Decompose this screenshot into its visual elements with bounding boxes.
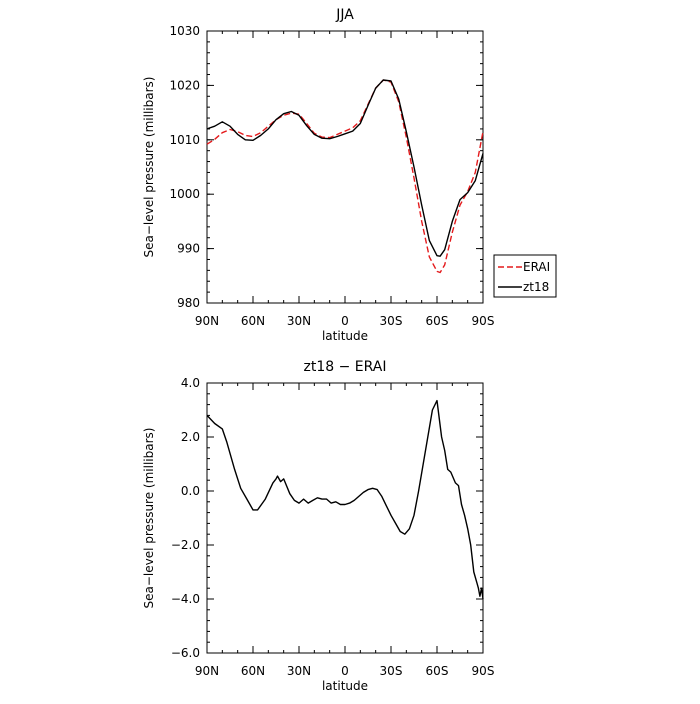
x-tick-label: 0	[341, 664, 349, 678]
x-tick-label: 30S	[380, 664, 403, 678]
y-tick-label: −4.0	[171, 592, 200, 606]
x-tick-label: 60N	[241, 664, 265, 678]
y-tick-label: −2.0	[171, 538, 200, 552]
chart-title: zt18 − ERAI	[304, 359, 387, 375]
chart-title: JJA	[335, 7, 354, 23]
x-axis-label: latitude	[322, 329, 368, 343]
series-line-ERAI	[206, 79, 484, 274]
x-tick-label: 90S	[472, 314, 495, 328]
x-tick-label: 90N	[195, 664, 219, 678]
series-line-series-1	[206, 399, 484, 600]
y-tick-label: 980	[177, 296, 200, 310]
series-line-zt18	[206, 79, 484, 257]
y-tick-label: 1030	[169, 24, 200, 38]
x-tick-label: 90N	[195, 314, 219, 328]
x-tick-label: 30N	[287, 314, 311, 328]
x-tick-label: 30S	[380, 314, 403, 328]
y-tick-label: 990	[177, 242, 200, 256]
x-tick-label: 0	[341, 314, 349, 328]
plot-frame	[206, 30, 484, 304]
legend-label: ERAI	[523, 260, 550, 274]
y-tick-label: 0.0	[181, 484, 200, 498]
y-axis-label: Sea−level pressure (millibars)	[142, 428, 156, 609]
y-tick-label: 1020	[169, 78, 200, 92]
panel-2: zt18 − ERAI 90N 60N 30N 0 30S 60S 90S latitude −6…	[142, 359, 494, 693]
plot-frame	[206, 382, 484, 654]
y-axis-label: Sea−level pressure (millibars)	[142, 77, 156, 258]
y-tick-label: 1010	[169, 133, 200, 147]
y-tick-label: 4.0	[181, 376, 200, 390]
legend-label: zt18	[523, 280, 549, 294]
x-tick-label: 90S	[472, 664, 495, 678]
x-tick-label: 60S	[426, 314, 449, 328]
y-tick-label: 1000	[169, 187, 200, 201]
panel-1: JJA 90N 60N 30N 0 30S 60S 90S latitude 980 990 1000…	[142, 7, 557, 343]
x-axis-label: latitude	[322, 679, 368, 693]
x-tick-label: 30N	[287, 664, 311, 678]
y-tick-label: 2.0	[181, 430, 200, 444]
legend-box	[493, 254, 557, 298]
x-tick-label: 60N	[241, 314, 265, 328]
x-tick-label: 60S	[426, 664, 449, 678]
y-tick-label: −6.0	[171, 646, 200, 660]
